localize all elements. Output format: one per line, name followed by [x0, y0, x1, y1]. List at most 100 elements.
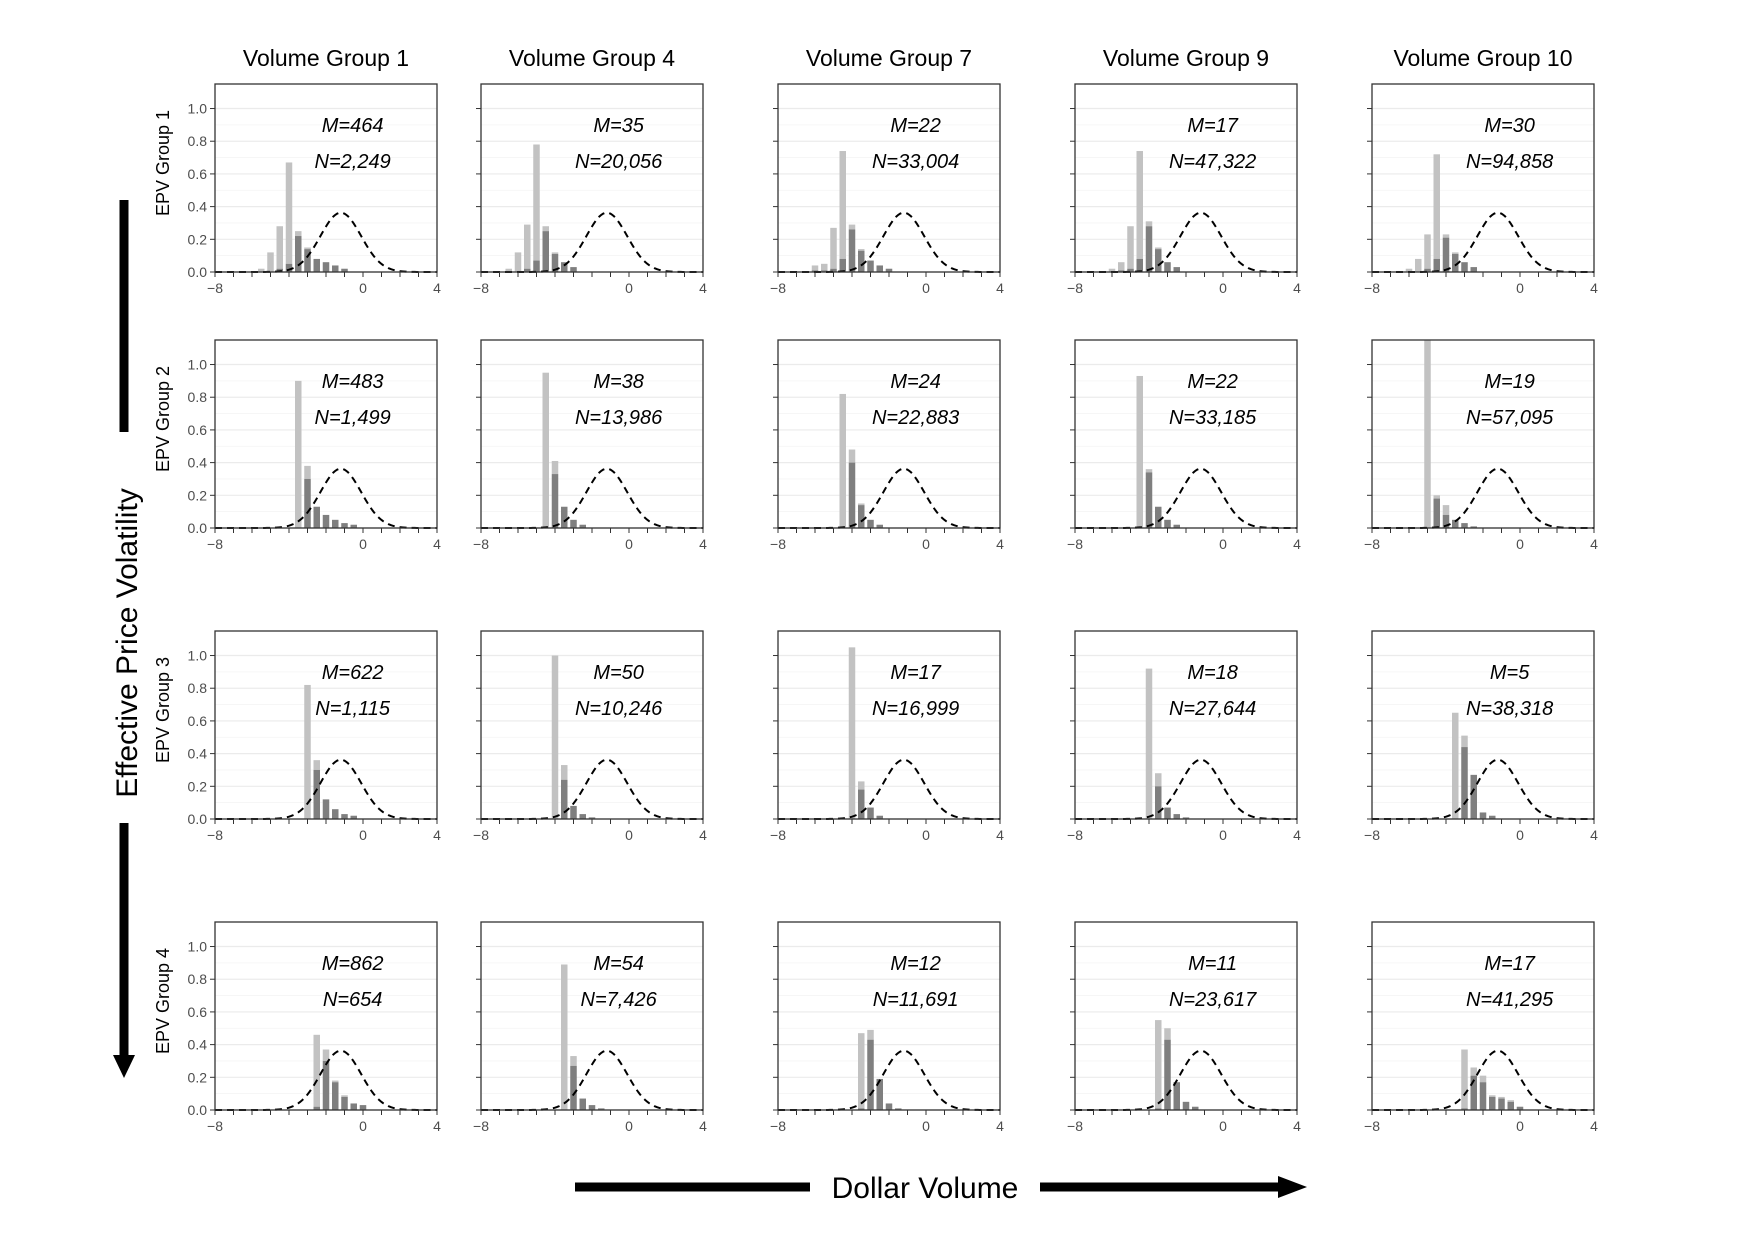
- histogram-bar-dark: [1479, 1082, 1487, 1110]
- histogram-bar-light: [1145, 221, 1153, 227]
- histogram-bar-dark: [332, 1082, 339, 1110]
- histogram-bar-dark: [1182, 1101, 1190, 1110]
- histogram-bar-light: [551, 655, 559, 819]
- annotation-n: N=33,185: [1169, 407, 1257, 429]
- y-tick-label: 0.2: [188, 1069, 208, 1085]
- histogram-bar-light: [1155, 247, 1162, 250]
- x-tick-label: 4: [1293, 1118, 1301, 1134]
- histogram-bar-dark: [341, 523, 348, 528]
- x-tick-label: −8: [770, 280, 786, 296]
- panel-r3-c4: M=18 N=27,644 −8 0 4: [1067, 630, 1301, 843]
- histogram-bar-light: [1405, 268, 1413, 272]
- panel-r1-c5: M=30 N=94,858 −8 0 4: [1364, 83, 1598, 296]
- panel-background: [481, 922, 703, 1110]
- x-tick-label: 4: [1590, 1118, 1598, 1134]
- y-tick-label: 0.0: [188, 1102, 208, 1118]
- x-tick-label: 4: [699, 827, 707, 843]
- panel-background: [215, 340, 437, 528]
- panel-grid: Volume Group 1 Volume Group 4 Volume Group…: [153, 45, 1598, 1134]
- histogram-bar-dark: [322, 262, 330, 272]
- panel-r3-c3: M=17 N=16,999 −8 0 4: [770, 630, 1004, 843]
- y-tick-label: 1.0: [188, 357, 208, 373]
- histogram-bar-light: [295, 231, 302, 237]
- histogram-bar-dark: [821, 270, 828, 272]
- histogram-bar-light: [1452, 252, 1459, 255]
- histogram-bar-light: [848, 224, 856, 230]
- y-axis-title: Effective Price Volatility: [111, 488, 144, 798]
- panel-background: [1075, 84, 1297, 272]
- histogram-bar-dark: [1155, 786, 1162, 819]
- annotation-n: N=654: [323, 989, 383, 1011]
- column-title-5: Volume Group 10: [1393, 45, 1572, 71]
- histogram-bar-light: [313, 760, 320, 770]
- histogram-bar-light: [1415, 258, 1422, 272]
- histogram-bar-dark: [588, 817, 596, 819]
- panel-r3-c1: M=622 N=1,115 −8 0 4 0.0 0.2 0.4 0.6 0.8 1.0: [188, 630, 441, 843]
- x-tick-label: 0: [922, 1118, 930, 1134]
- panel-r4-c1: M=862 N=654 −8 0 4 0.0 0.2 0.4 0.6 0.8 1.0: [188, 921, 441, 1134]
- histogram-bar-dark: [867, 519, 874, 528]
- histogram-bar-dark: [1452, 254, 1459, 272]
- x-tick-label: −8: [1067, 1118, 1083, 1134]
- histogram-bar-dark: [867, 260, 874, 272]
- histogram-bar-dark: [551, 474, 559, 528]
- histogram-bar-dark: [1192, 1106, 1199, 1110]
- histogram-bar-light: [322, 1049, 330, 1061]
- histogram-bar-dark: [1470, 267, 1477, 272]
- annotation-m: M=24: [890, 371, 941, 393]
- x-tick-label: 0: [1219, 536, 1227, 552]
- x-tick-label: −8: [473, 1118, 489, 1134]
- histogram-bar-dark: [322, 514, 330, 528]
- histogram-bar-light: [267, 252, 274, 272]
- histogram-bar-dark: [561, 506, 568, 528]
- histogram-bar-dark: [313, 769, 320, 819]
- x-tick-label: 0: [1219, 280, 1227, 296]
- row-title-2: EPV Group 2: [153, 366, 173, 472]
- histogram-bar-light: [1452, 712, 1459, 819]
- histogram-bar-dark: [322, 799, 330, 819]
- annotation-n: N=20,056: [575, 151, 663, 173]
- histogram-bar-light: [1433, 154, 1440, 259]
- histogram-bar-light: [1424, 340, 1431, 528]
- histogram-bar-light: [848, 647, 856, 819]
- histogram-bar-dark: [1470, 774, 1477, 819]
- panel-r4-c2: M=54 N=7,426 −8 0 4: [473, 921, 707, 1134]
- annotation-n: N=11,691: [873, 989, 959, 1011]
- histogram-bar-light: [830, 227, 837, 269]
- annotation-n: N=27,644: [1169, 698, 1256, 720]
- histogram-bar-dark: [1489, 815, 1496, 819]
- x-tick-label: 4: [996, 827, 1004, 843]
- histogram-bar-dark: [322, 1060, 330, 1110]
- y-tick-label: 1.0: [188, 939, 208, 955]
- x-tick-label: 4: [1293, 280, 1301, 296]
- x-tick-label: −8: [770, 827, 786, 843]
- annotation-m: M=5: [1490, 662, 1530, 684]
- histogram-bar-dark: [858, 1108, 865, 1110]
- annotation-n: N=7,426: [581, 989, 658, 1011]
- histogram-bar-dark: [867, 807, 874, 819]
- histogram-bar-dark: [885, 268, 893, 272]
- annotation-n: N=47,322: [1169, 151, 1256, 173]
- panel-r4-c3: M=12 N=11,691 −8 0 4: [770, 921, 1004, 1134]
- histogram-bar-light: [1136, 375, 1143, 528]
- histogram-bar-light: [858, 249, 865, 251]
- y-tick-label: 0.0: [188, 264, 208, 280]
- histogram-bar-light: [295, 380, 302, 528]
- histogram-bar-dark: [1424, 268, 1431, 272]
- histogram-bar-dark: [1136, 258, 1143, 272]
- y-tick-label: 0.2: [188, 778, 208, 794]
- x-tick-label: 4: [433, 1118, 441, 1134]
- histogram-bar-light: [1433, 495, 1440, 499]
- x-tick-label: −8: [473, 280, 489, 296]
- histogram-bar-dark: [598, 1108, 605, 1110]
- annotation-n: N=23,617: [1169, 989, 1257, 1011]
- histogram-bar-dark: [858, 505, 865, 528]
- x-tick-label: 0: [922, 280, 930, 296]
- histogram-bar-dark: [1118, 270, 1125, 272]
- histogram-bar-light: [514, 252, 522, 272]
- histogram-bar-light: [858, 1033, 865, 1109]
- panel-background: [1372, 84, 1594, 272]
- histogram-bar-dark: [848, 462, 856, 528]
- histogram-bar-dark: [1461, 747, 1468, 819]
- histogram-bar-dark: [885, 1103, 893, 1110]
